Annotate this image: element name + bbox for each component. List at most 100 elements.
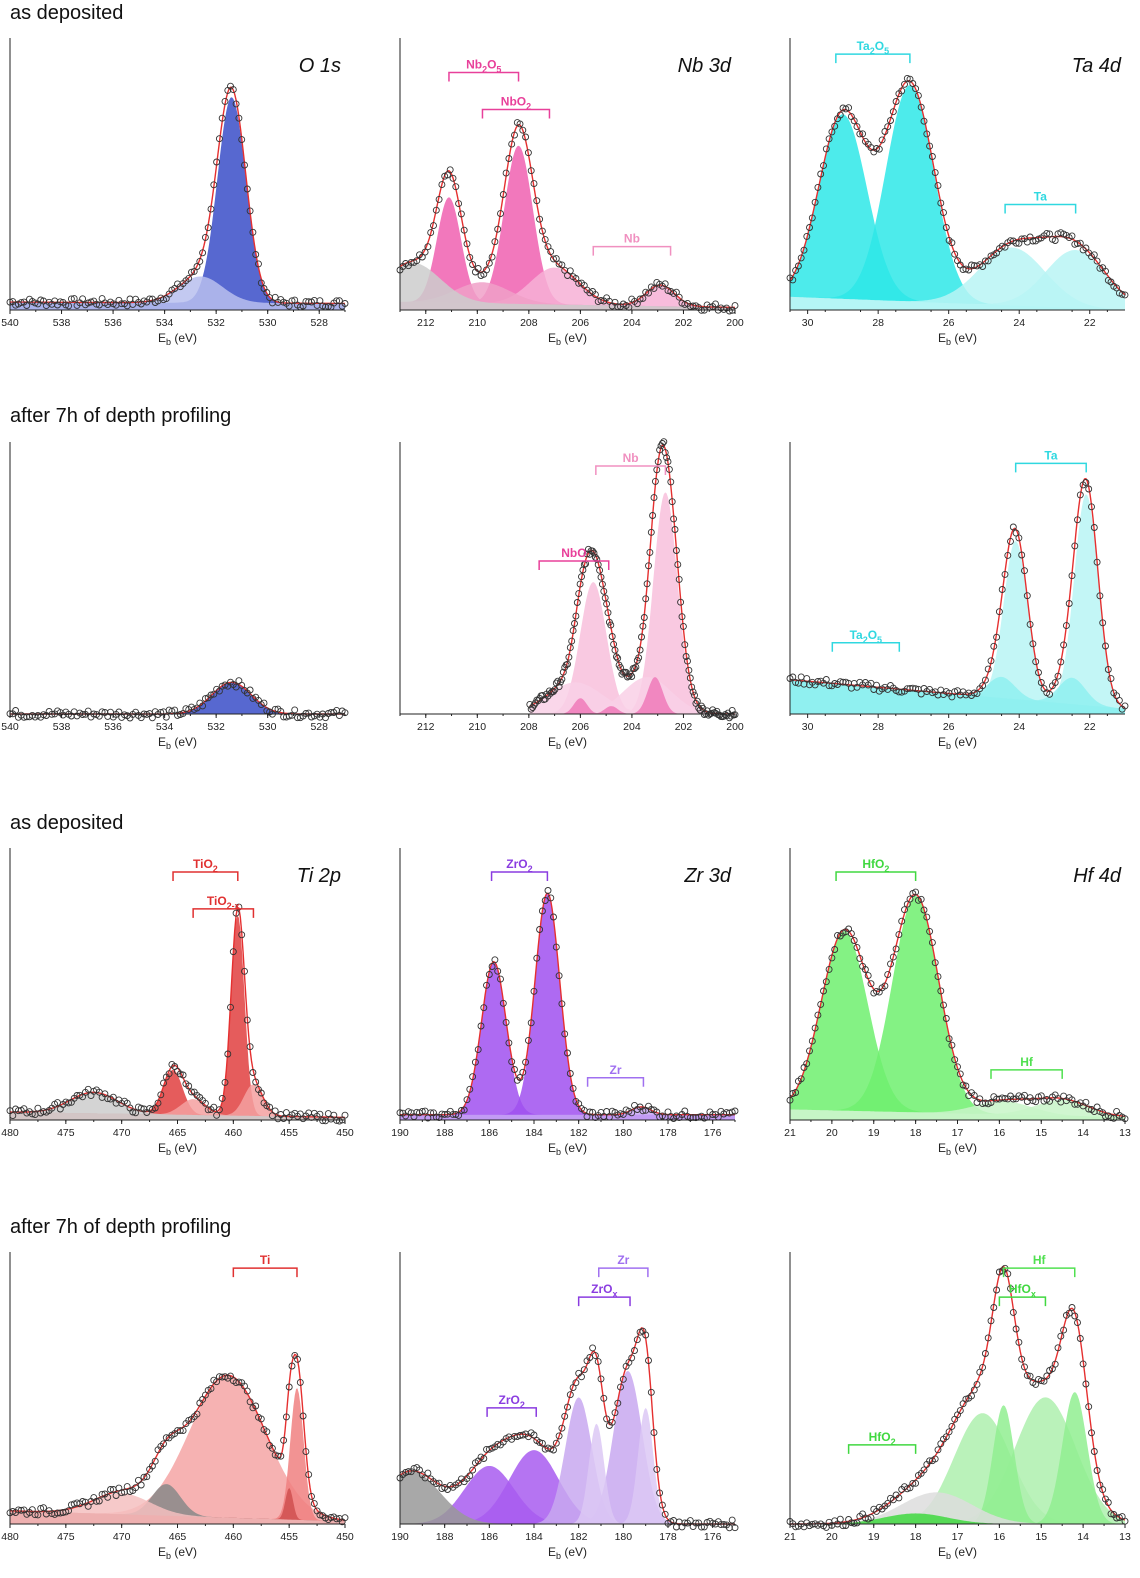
data-point: [257, 1415, 265, 1423]
annotation-label: Nb: [623, 451, 639, 465]
data-point: [822, 145, 830, 153]
data-point: [831, 946, 839, 953]
data-point: [485, 971, 493, 978]
data-point: [1104, 1499, 1112, 1506]
data-point: [499, 999, 507, 1007]
data-point: [898, 917, 906, 925]
data-point: [460, 226, 468, 234]
data-point: [1076, 491, 1084, 499]
data-point: [1037, 1092, 1045, 1100]
data-point: [639, 622, 647, 630]
data-point: [591, 1352, 599, 1360]
data-point: [1021, 567, 1028, 575]
data-point: [664, 287, 672, 295]
data-point: [1090, 1448, 1098, 1455]
data-point: [466, 253, 474, 261]
peak-component: [529, 677, 735, 714]
data-point: [70, 295, 78, 303]
data-point: [1026, 620, 1034, 628]
data-point: [522, 1058, 530, 1066]
data-point: [803, 675, 811, 683]
data-point: [1118, 290, 1126, 298]
data-point: [926, 927, 934, 935]
data-point: [268, 1444, 276, 1452]
data-point: [920, 1466, 928, 1474]
data-point: [79, 1498, 87, 1505]
peak-component: [790, 1392, 1125, 1524]
peak-component: [10, 276, 345, 310]
data-point: [651, 477, 659, 485]
data-point: [449, 174, 457, 182]
data-point: [825, 135, 833, 143]
data-point: [31, 1511, 39, 1519]
data-point: [257, 279, 265, 287]
data-point: [612, 653, 620, 661]
data-point: [232, 100, 240, 108]
data-point: [578, 1373, 585, 1381]
data-point: [1009, 1095, 1017, 1103]
annotation-label: NbO: [561, 546, 586, 560]
data-point: [201, 1099, 209, 1107]
data-point: [1018, 235, 1026, 243]
data-point: [1023, 592, 1031, 600]
annotation-bracket: [990, 1069, 1063, 1079]
data-point: [856, 954, 864, 962]
peak-component: [10, 1084, 345, 1120]
data-point: [597, 573, 605, 581]
data-point: [671, 526, 679, 533]
data-point: [1121, 702, 1129, 710]
data-point: [441, 1110, 449, 1118]
data-point: [291, 706, 299, 714]
data-point: [638, 633, 645, 641]
panel-0: 540 538 536 534 532 530 528 Eb (eV) O 1s: [1, 38, 349, 347]
data-point: [895, 931, 903, 939]
data-point: [628, 673, 636, 680]
data-point: [962, 265, 970, 273]
data-point: [536, 926, 544, 933]
annotation-label: Hf: [1020, 1055, 1034, 1069]
data-point: [524, 149, 532, 157]
data-point: [555, 683, 563, 691]
data-point: [466, 1472, 474, 1480]
data-point: [536, 1438, 544, 1446]
data-point: [808, 214, 816, 222]
x-tick-label: 26: [943, 721, 955, 733]
data-point: [552, 255, 560, 263]
data-point: [828, 128, 836, 136]
data-point: [987, 1099, 995, 1106]
x-tick-label: 14: [1077, 1531, 1089, 1543]
data-point: [121, 1488, 128, 1496]
data-point: [800, 680, 808, 688]
peak-component: [400, 262, 735, 310]
x-tick-label: 475: [57, 1127, 75, 1139]
data-point: [625, 672, 633, 680]
data-point: [647, 528, 655, 536]
data-point: [856, 130, 864, 138]
data-point: [505, 155, 513, 162]
data-point: [294, 1355, 301, 1363]
data-point: [645, 1357, 652, 1364]
data-point: [1060, 1326, 1068, 1334]
data-point: [689, 688, 697, 696]
data-point: [664, 458, 672, 466]
data-point: [299, 1412, 307, 1420]
data-point: [658, 1501, 666, 1509]
data-point: [232, 909, 240, 917]
x-tick-label: 13: [1119, 1531, 1131, 1543]
data-point: [65, 1099, 73, 1107]
data-point: [973, 1380, 981, 1388]
x-tick-label: 21: [784, 1127, 796, 1139]
data-point: [302, 1448, 310, 1456]
data-point: [889, 953, 897, 961]
data-point: [1074, 1319, 1081, 1327]
data-point: [681, 641, 689, 649]
peak-component: [790, 1413, 1125, 1524]
data-point: [1082, 479, 1090, 486]
peak-component: [790, 1492, 1125, 1524]
data-point: [928, 939, 936, 947]
data-point: [1107, 1510, 1115, 1518]
data-point: [604, 609, 612, 617]
x-tick-label: 26: [943, 317, 955, 329]
data-point: [884, 1499, 892, 1507]
data-point: [162, 1434, 170, 1442]
